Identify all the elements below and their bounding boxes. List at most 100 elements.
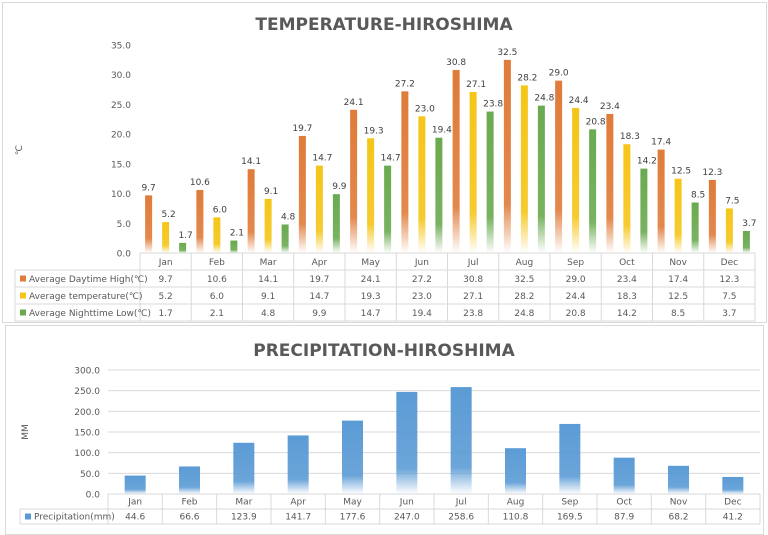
bar-aug xyxy=(505,448,526,494)
data-label: 27.1 xyxy=(466,80,486,90)
table-value: 23.4 xyxy=(617,275,637,285)
table-value: 5.2 xyxy=(158,292,172,302)
table-value: 110.8 xyxy=(503,513,529,523)
table-value: 9.7 xyxy=(158,275,172,285)
bar-apr xyxy=(287,435,309,494)
y-tick-label: 10.0 xyxy=(111,190,131,200)
x-category-label: Jul xyxy=(467,258,479,268)
bar-may xyxy=(384,165,392,253)
precipitation-chart-panel xyxy=(5,325,764,535)
table-value: 14.7 xyxy=(309,292,329,302)
data-label: 23.0 xyxy=(415,104,435,114)
y-tick-label: 0.0 xyxy=(117,250,132,260)
x-category-label: Sep xyxy=(567,258,584,268)
x-category-label: Apr xyxy=(290,498,306,508)
bar-dec xyxy=(742,231,750,253)
data-label: 32.5 xyxy=(497,48,517,58)
table-value: 9.1 xyxy=(261,292,275,302)
data-label: 24.1 xyxy=(344,98,364,108)
x-category-label: May xyxy=(343,498,362,508)
bar-jun xyxy=(435,137,443,253)
data-label: 14.2 xyxy=(637,157,657,167)
y-axis-label: MM xyxy=(21,424,31,440)
bar-mar xyxy=(281,224,289,253)
table-value: 14.2 xyxy=(617,309,637,319)
x-category-label: Apr xyxy=(312,258,328,268)
bar-apr xyxy=(332,194,340,253)
bar-jan xyxy=(145,195,153,253)
data-label: 17.4 xyxy=(651,138,671,148)
bar-nov xyxy=(674,178,682,253)
bar-may xyxy=(350,109,358,253)
data-label: 12.5 xyxy=(671,167,691,177)
x-category-label: Dec xyxy=(721,258,738,268)
table-value: 32.5 xyxy=(514,275,534,285)
data-label: 27.2 xyxy=(395,79,415,89)
y-tick-label: 200.0 xyxy=(74,408,100,418)
bar-jan xyxy=(162,222,170,253)
chart-title: TEMPERATURE-HIROSHIMA xyxy=(255,15,513,35)
x-category-label: Nov xyxy=(670,498,688,508)
data-label: 23.4 xyxy=(600,102,620,112)
bar-jun xyxy=(418,116,426,253)
bar-jun xyxy=(396,391,418,494)
x-category-label: Feb xyxy=(209,258,225,268)
data-label: 12.3 xyxy=(702,168,722,178)
data-label: 1.7 xyxy=(178,231,192,241)
data-label: 6.0 xyxy=(213,205,228,215)
table-value: 24.4 xyxy=(566,292,586,302)
table-value: 14.7 xyxy=(361,309,381,319)
x-category-label: Mar xyxy=(235,498,252,508)
legend-swatch xyxy=(20,275,26,282)
bar-aug xyxy=(520,85,528,253)
bar-mar xyxy=(264,198,272,253)
table-value: 14.1 xyxy=(258,275,278,285)
x-category-label: Nov xyxy=(669,258,687,268)
legend-swatch xyxy=(25,513,31,520)
table-value: 2.1 xyxy=(210,309,224,319)
bar-apr xyxy=(298,135,306,253)
table-value: 44.6 xyxy=(125,513,145,523)
table-value: 19.7 xyxy=(309,275,329,285)
data-label: 18.3 xyxy=(620,132,640,142)
table-value: 10.6 xyxy=(207,275,227,285)
table-value: 141.7 xyxy=(285,513,311,523)
data-label: 29.0 xyxy=(549,69,569,79)
bar-feb xyxy=(179,466,200,494)
table-value: 177.6 xyxy=(340,513,366,523)
table-value: 169.5 xyxy=(557,513,583,523)
bar-sep xyxy=(559,423,581,494)
table-value: 24.8 xyxy=(514,309,534,319)
table-value: 7.5 xyxy=(722,292,736,302)
bar-feb xyxy=(213,217,221,253)
table-value: 12.3 xyxy=(719,275,739,285)
bar-mar xyxy=(233,442,255,494)
table-value: 87.9 xyxy=(614,513,634,523)
x-category-label: Oct xyxy=(619,258,635,268)
bar-jul xyxy=(450,387,472,494)
bar-may xyxy=(342,420,363,494)
table-value: 9.9 xyxy=(312,309,327,319)
table-value: 6.0 xyxy=(210,292,225,302)
bar-oct xyxy=(640,168,648,253)
x-category-label: Jan xyxy=(158,258,173,268)
table-value: 247.0 xyxy=(394,513,420,523)
x-category-label: Aug xyxy=(507,498,525,508)
x-category-label: Oct xyxy=(616,498,632,508)
table-value: 23.8 xyxy=(463,309,483,319)
bar-jul xyxy=(469,91,477,253)
bar-jan xyxy=(124,475,146,494)
data-label: 23.8 xyxy=(483,100,503,110)
x-category-label: Jan xyxy=(127,498,142,508)
bar-feb xyxy=(196,190,204,253)
y-tick-label: 300.0 xyxy=(74,367,100,377)
table-value: 19.4 xyxy=(412,309,432,319)
table-value: 12.5 xyxy=(668,292,688,302)
table-value: 24.1 xyxy=(361,275,381,285)
data-label: 19.7 xyxy=(292,124,312,134)
data-label: 9.7 xyxy=(141,183,155,193)
bar-jul xyxy=(452,69,460,254)
data-label: 3.7 xyxy=(742,219,756,229)
data-label: 24.8 xyxy=(534,94,554,104)
